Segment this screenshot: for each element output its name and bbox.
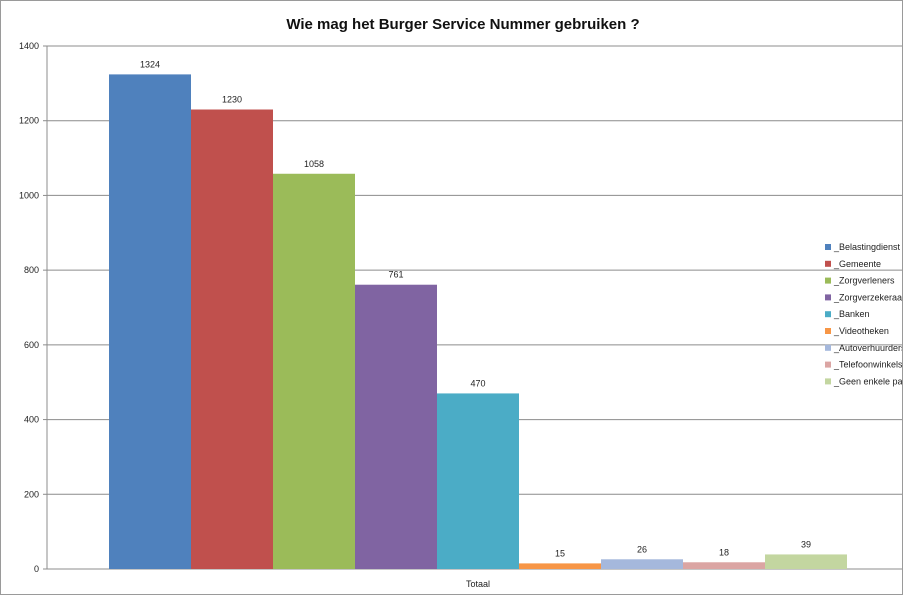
data-label: 39 [801, 539, 811, 549]
bar-banken [437, 393, 519, 569]
bar-belastingdienst [109, 74, 191, 570]
data-label: 761 [388, 270, 403, 280]
bar-zorgverzekeraars [355, 284, 437, 569]
legend-swatch [825, 260, 831, 267]
bar-telefoonwinkels [683, 562, 765, 569]
bar-autoverhuurders [601, 559, 683, 569]
bar-geen-enkele-partij [765, 554, 847, 569]
legend-swatch [825, 294, 831, 301]
x-category-label: Totaal [466, 579, 490, 589]
y-tick-label: 1000 [19, 190, 39, 200]
data-label: 1324 [140, 59, 160, 69]
data-label: 18 [719, 547, 729, 557]
bars [109, 74, 847, 570]
y-tick-label: 1200 [19, 116, 39, 126]
legend: _Belastingdienst _Gemeente _Zorgverleners _… [825, 242, 902, 386]
data-label: 470 [470, 378, 485, 388]
y-tick-label: 200 [24, 489, 39, 499]
y-tick-label: 1400 [19, 41, 39, 51]
legend-swatch [825, 311, 831, 318]
y-tick-label: 800 [24, 265, 39, 275]
y-tick-label: 400 [24, 415, 39, 425]
legend-swatch [825, 328, 831, 334]
legend-entry: _Gemeente [833, 259, 881, 269]
legend-swatch [825, 344, 831, 351]
legend-entry: _Zorgverleners [833, 276, 895, 286]
legend-entry: _Telefoonwinkels [833, 360, 902, 370]
legend-entry: _Autoverhuurders [833, 343, 902, 353]
legend-swatch [825, 244, 831, 250]
bar-videotheken [519, 563, 601, 569]
legend-swatch [825, 361, 831, 368]
legend-entry: _Geen enkele partij [833, 376, 902, 386]
data-label: 15 [555, 548, 565, 558]
bar-gemeente [191, 109, 273, 569]
chart-title: Wie mag het Burger Service Nummer gebrui… [286, 16, 639, 33]
legend-entry: _Belastingdienst [833, 242, 901, 252]
legend-swatch [825, 378, 831, 385]
legend-swatch [825, 277, 831, 284]
legend-entry: _Zorgverzekeraars [833, 292, 902, 302]
data-labels: 1324 1230 1058 761 470 15 26 18 39 [140, 59, 811, 558]
bar-zorgverleners [273, 173, 355, 570]
legend-entry: _Videotheken [833, 326, 889, 336]
legend-entry: _Banken [833, 309, 870, 319]
data-label: 26 [637, 544, 647, 554]
data-label: 1230 [222, 95, 242, 105]
data-label: 1058 [304, 159, 324, 169]
y-tick-label: 0 [34, 564, 39, 574]
y-tick-label: 600 [24, 340, 39, 350]
